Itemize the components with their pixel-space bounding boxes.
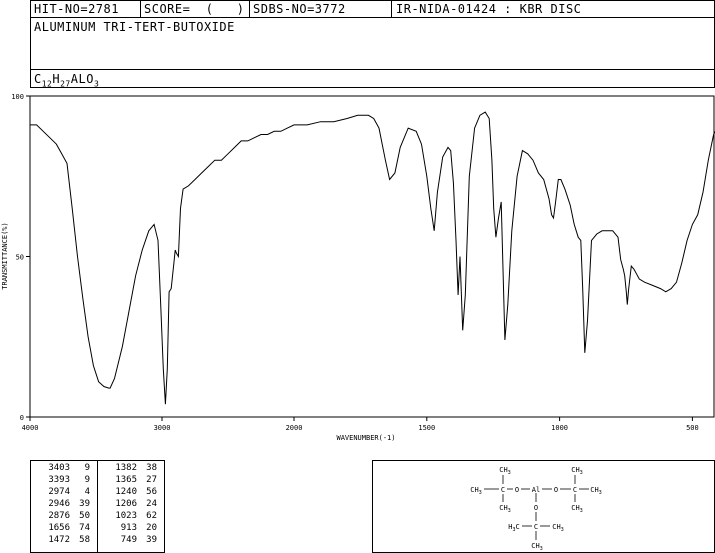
ch3-bottom-right: CH3 xyxy=(552,523,563,533)
formula-c: C xyxy=(34,72,42,86)
peak-wavenumber: 3393 xyxy=(48,475,70,485)
x-tick-label-2000: 2000 xyxy=(286,424,303,432)
y-tick-label-50: 50 xyxy=(16,254,24,262)
compound-name: ALUMINUM TRI-TERT-BUTOXIDE xyxy=(34,20,235,34)
peak-wavenumber: 1382 xyxy=(115,463,137,473)
peak-transmittance: 56 xyxy=(146,487,157,497)
x-tick-label-1500: 1500 xyxy=(418,424,435,432)
ch3-right-top: CH3 xyxy=(571,466,582,476)
header-divider-1 xyxy=(30,17,715,18)
ir-code: IR-NIDA-01424 : KBR DISC xyxy=(396,2,582,16)
y-tick-label-100: 100 xyxy=(11,93,24,101)
peak-transmittance: 39 xyxy=(146,535,157,545)
o-left: O xyxy=(515,486,519,494)
peak-wavenumber: 913 xyxy=(120,523,137,533)
peak-row: 3393 9 xyxy=(36,475,90,487)
o-bottom: O xyxy=(534,504,538,512)
c-right: C xyxy=(573,486,577,494)
peak-row: 913 20 xyxy=(103,523,157,535)
sdbs-number: SDBS-NO=3772 xyxy=(253,2,346,16)
peak-row: 749 39 xyxy=(103,535,157,547)
y-axis-label: TRANSMITTANCE(%) xyxy=(1,222,9,289)
peak-row: 1656 74 xyxy=(36,523,90,535)
peak-row: 1023 62 xyxy=(103,511,157,523)
ch3-bottom-bottom: CH3 xyxy=(531,542,542,552)
peak-row: 1472 58 xyxy=(36,535,90,547)
peak-row: 2876 50 xyxy=(36,511,90,523)
peak-transmittance: 27 xyxy=(146,475,157,485)
peak-table-right: 1382 38 1365 27 1240 56 1206 24 1023 62 913 20 749 39 xyxy=(103,463,157,547)
peak-wavenumber: 3403 xyxy=(48,463,70,473)
peak-wavenumber: 1023 xyxy=(115,511,137,521)
formula-h-count: 27 xyxy=(60,79,71,89)
header-divider-2 xyxy=(30,69,715,70)
o-right: O xyxy=(554,486,558,494)
peak-transmittance: 50 xyxy=(79,511,90,521)
peak-row: 2974 4 xyxy=(36,487,90,499)
peak-transmittance: 9 xyxy=(84,463,90,473)
ch3-right-bottom: CH3 xyxy=(571,504,582,514)
formula-o-count: 3 xyxy=(93,79,100,89)
peak-wavenumber: 2946 xyxy=(48,499,70,509)
peak-wavenumber: 1240 xyxy=(115,487,137,497)
score: SCORE= ( ) xyxy=(144,2,245,16)
peak-row: 1240 56 xyxy=(103,487,157,499)
x-tick-label-1000: 1000 xyxy=(551,424,568,432)
spectrum-line xyxy=(30,111,715,405)
ir-spectrum-chart: 4000 3000 2000 1500 1000 500 0 50 100 WAVENUMBE… xyxy=(1,93,715,442)
y-tick-label-0: 0 xyxy=(20,414,24,422)
peak-transmittance: 38 xyxy=(146,463,157,473)
peak-row: 3403 9 xyxy=(36,463,90,475)
peak-table-divider xyxy=(97,460,98,553)
peak-row: 1206 24 xyxy=(103,499,157,511)
peak-transmittance: 9 xyxy=(84,475,90,485)
peak-wavenumber: 749 xyxy=(120,535,137,545)
molecular-formula: C12H27ALO3 xyxy=(34,72,99,88)
peak-row: 1382 38 xyxy=(103,463,157,475)
formula-rest: ALO xyxy=(70,72,94,86)
header-sep-3 xyxy=(391,0,392,17)
formula-c-count: 12 xyxy=(41,79,53,89)
peak-wavenumber: 1206 xyxy=(115,499,137,509)
hit-number: HIT-NO=2781 xyxy=(34,2,119,16)
peak-row: 2946 39 xyxy=(36,499,90,511)
header-sep-1 xyxy=(140,0,141,17)
x-axis-ticks: 4000 3000 2000 1500 1000 500 xyxy=(22,417,699,432)
x-tick-label-4000: 4000 xyxy=(22,424,39,432)
ch3-left-top: CH3 xyxy=(499,466,510,476)
structure-bonds xyxy=(484,475,589,540)
peak-wavenumber: 1656 xyxy=(48,523,70,533)
header-sep-2 xyxy=(249,0,250,17)
peak-table-left: 3403 9 3393 9 2974 4 2946 39 2876 50 1656 74 1472 58 xyxy=(36,463,90,547)
peak-transmittance: 39 xyxy=(79,499,90,509)
x-axis-label: WAVENUMBER(-1) xyxy=(336,434,395,442)
h3c-bottom-left: H3C xyxy=(508,523,519,533)
c-left: C xyxy=(501,486,505,494)
y-axis-ticks: 0 50 100 xyxy=(11,93,30,422)
aluminum: Al xyxy=(532,486,540,494)
peak-transmittance: 58 xyxy=(79,535,90,545)
x-tick-label-500: 500 xyxy=(686,424,699,432)
peak-wavenumber: 2876 xyxy=(48,511,70,521)
ch3-right-right: CH3 xyxy=(590,486,601,496)
ch3-left-left: CH3 xyxy=(470,486,481,496)
peak-transmittance: 74 xyxy=(79,523,90,533)
peak-row: 1365 27 xyxy=(103,475,157,487)
peak-transmittance: 4 xyxy=(84,487,90,497)
peak-transmittance: 24 xyxy=(146,499,157,509)
formula-h: H xyxy=(52,72,61,86)
c-bottom: C xyxy=(534,523,538,531)
x-tick-label-3000: 3000 xyxy=(154,424,171,432)
peak-transmittance: 20 xyxy=(146,523,157,533)
ch3-left-bottom: CH3 xyxy=(499,504,510,514)
peak-transmittance: 62 xyxy=(146,511,157,521)
peak-wavenumber: 1365 xyxy=(115,475,137,485)
peak-wavenumber: 1472 xyxy=(48,535,70,545)
peak-wavenumber: 2974 xyxy=(48,487,70,497)
